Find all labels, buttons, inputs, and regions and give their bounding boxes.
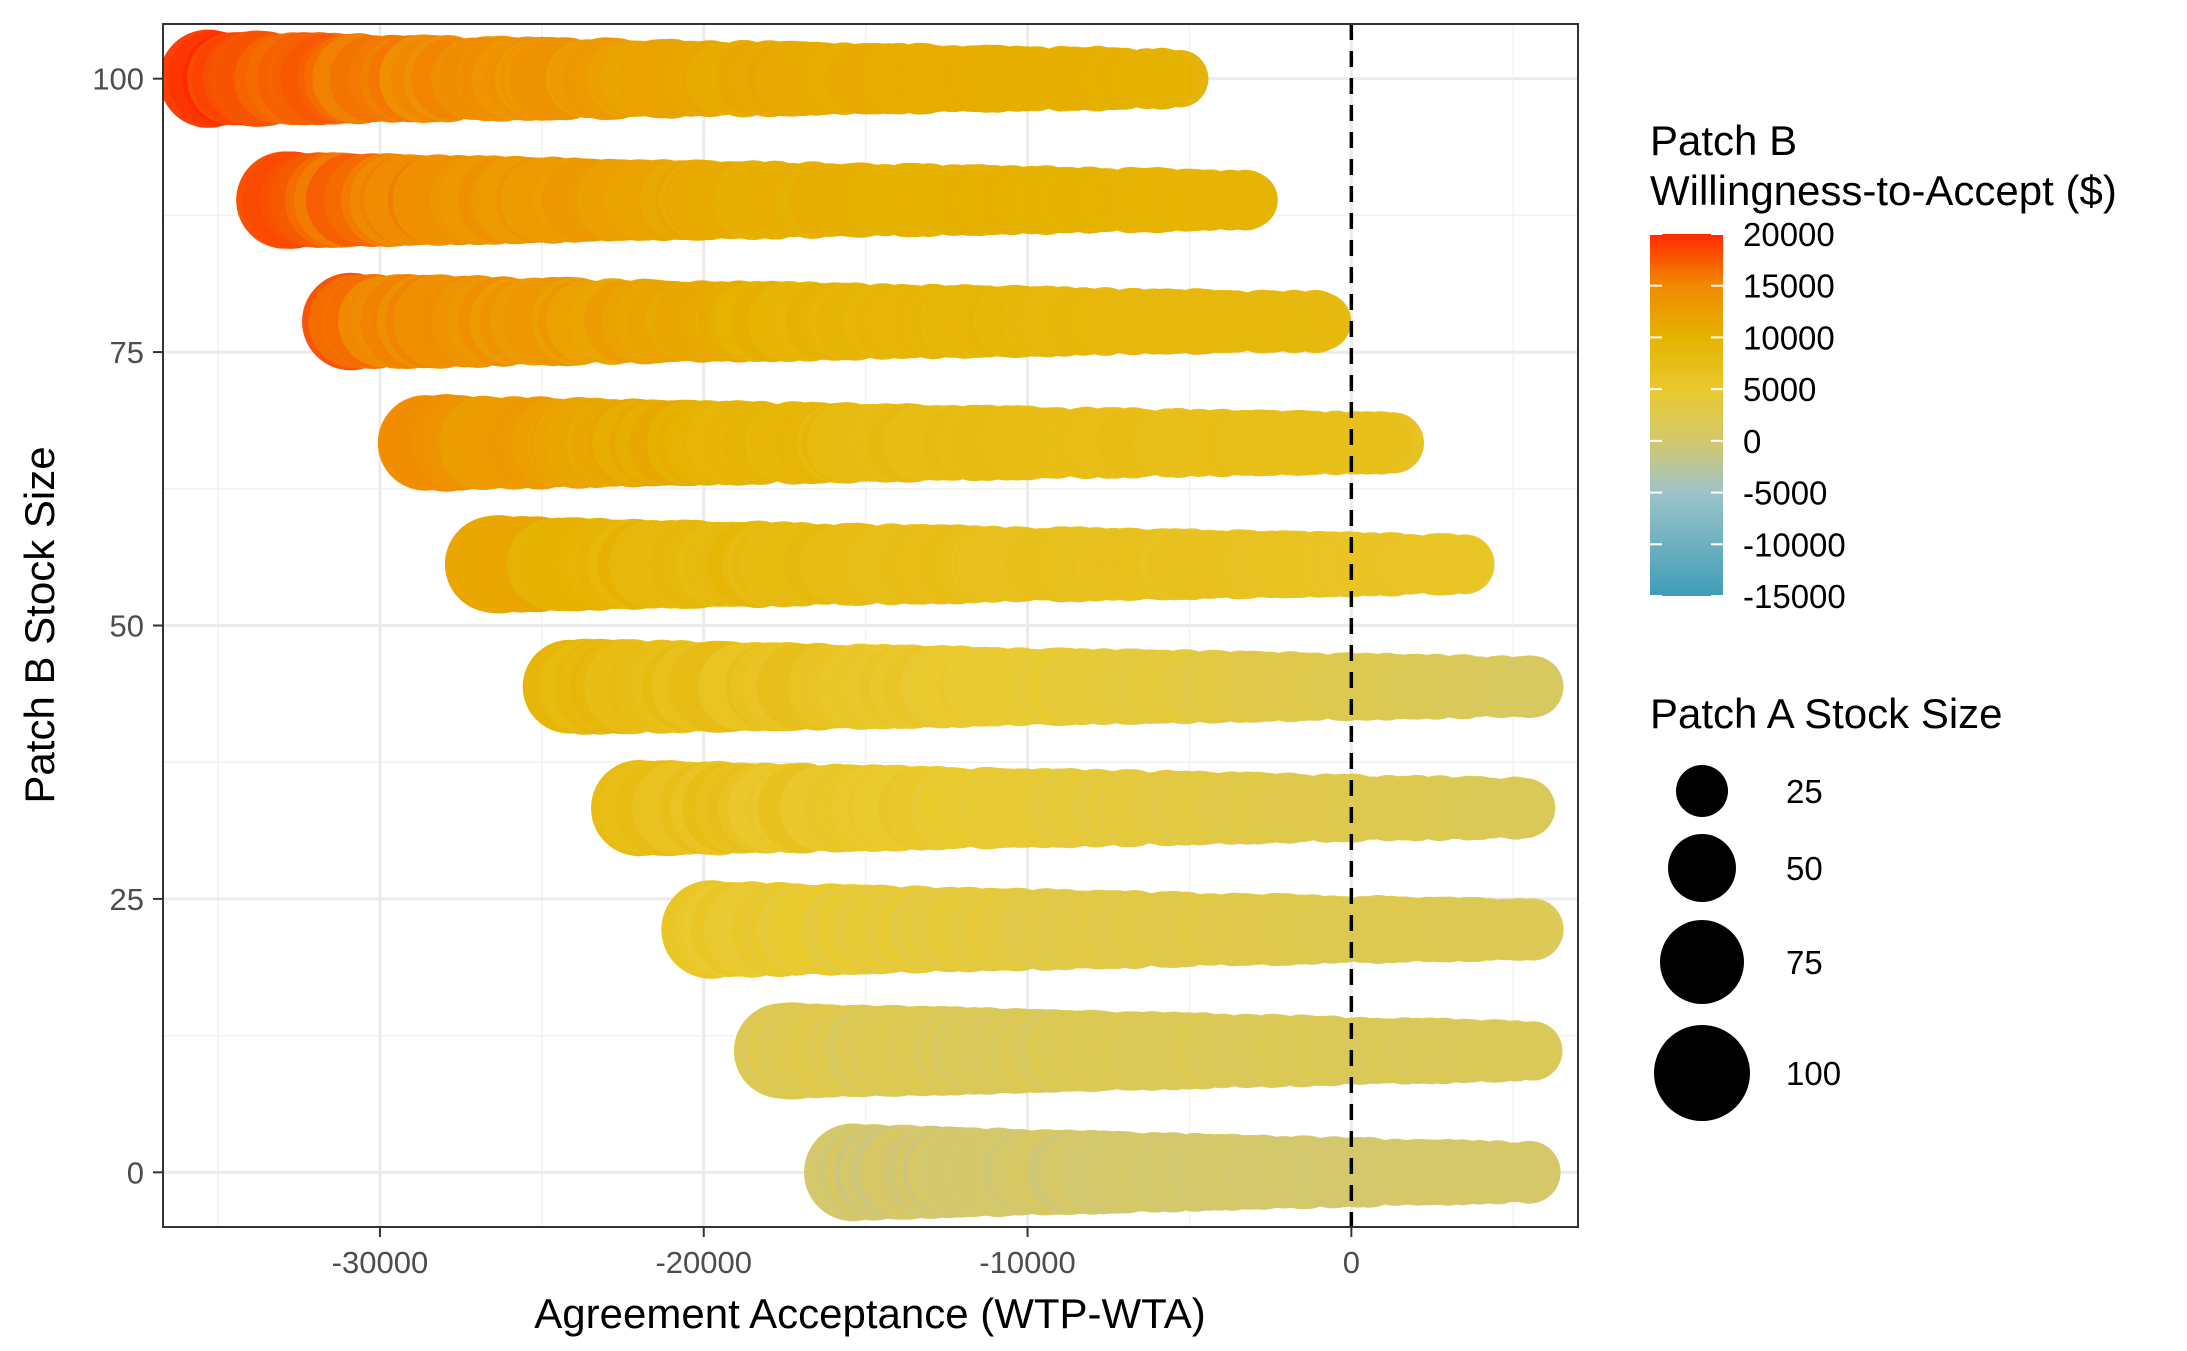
colorbar-label: -10000 bbox=[1743, 526, 1846, 563]
data-point bbox=[1503, 1021, 1563, 1081]
x-axis-title: Agreement Acceptance (WTP-WTA) bbox=[534, 1290, 1205, 1337]
series-row-66.7 bbox=[377, 394, 1424, 492]
data-point bbox=[1362, 412, 1424, 474]
data-point bbox=[1497, 1140, 1561, 1204]
series-row-55.6 bbox=[444, 515, 1495, 614]
size-legend-label: 100 bbox=[1786, 1055, 1841, 1092]
colorbar-label: -5000 bbox=[1743, 475, 1827, 512]
x-tick-label: -10000 bbox=[979, 1245, 1076, 1280]
x-axis: -30000 -20000 -10000 0 bbox=[332, 1227, 1360, 1280]
series-row-0 bbox=[804, 1123, 1561, 1222]
size-legend-key bbox=[1668, 834, 1736, 902]
size-legend-key bbox=[1654, 1025, 1750, 1121]
data-point bbox=[1432, 535, 1492, 594]
y-tick-label: 75 bbox=[110, 335, 144, 370]
color-legend-title-line1: Patch B bbox=[1650, 117, 1797, 164]
series-row-44.4 bbox=[522, 638, 1564, 735]
size-legend-label: 25 bbox=[1786, 773, 1823, 810]
size-legend-label: 50 bbox=[1786, 850, 1823, 887]
data-point bbox=[1215, 169, 1276, 231]
y-tick-label: 50 bbox=[110, 609, 144, 644]
colorbar-label: 15000 bbox=[1743, 268, 1835, 305]
y-tick-label: 25 bbox=[110, 882, 144, 917]
x-tick-label: -30000 bbox=[332, 1245, 429, 1280]
colorbar-label: 0 bbox=[1743, 423, 1761, 460]
y-tick-label: 0 bbox=[127, 1155, 144, 1190]
size-legend-key bbox=[1676, 765, 1728, 817]
colorbar-label: 20000 bbox=[1743, 216, 1835, 253]
size-legend-label: 75 bbox=[1786, 944, 1823, 981]
size-legend-key bbox=[1660, 920, 1744, 1004]
y-axis-title: Patch B Stock Size bbox=[16, 446, 63, 803]
colorbar bbox=[1650, 234, 1723, 596]
data-point bbox=[1293, 292, 1352, 351]
x-tick-label: -20000 bbox=[655, 1245, 752, 1280]
y-tick-label: 100 bbox=[92, 62, 144, 97]
size-legend: Patch A Stock Size 25 50 75 100 bbox=[1650, 690, 2003, 1121]
size-legend-title: Patch A Stock Size bbox=[1650, 690, 2003, 737]
y-axis: 0 25 50 75 100 bbox=[92, 62, 163, 1190]
series-row-77.8 bbox=[302, 272, 1352, 371]
data-points bbox=[163, 29, 1564, 1222]
x-tick-label: 0 bbox=[1343, 1245, 1360, 1280]
colorbar-label: 5000 bbox=[1743, 371, 1816, 408]
series-row-11.1 bbox=[733, 1002, 1563, 1100]
size-legend-keys: 25 50 75 100 bbox=[1654, 765, 1841, 1121]
data-point bbox=[1501, 655, 1564, 718]
series-row-88.9 bbox=[236, 151, 1278, 249]
color-legend-title-line2: Willingness-to-Accept ($) bbox=[1650, 167, 2117, 214]
series-row-33.3 bbox=[591, 760, 1556, 857]
data-point bbox=[1151, 49, 1209, 108]
data-point bbox=[1496, 778, 1556, 838]
series-row-22.2 bbox=[661, 880, 1564, 979]
colorbar-ticks: 20000 15000 10000 5000 0 -5000 -10000 -15000 bbox=[1650, 216, 1846, 615]
colorbar-label: 10000 bbox=[1743, 319, 1835, 356]
data-point bbox=[1501, 898, 1564, 961]
colorbar-label: -15000 bbox=[1743, 578, 1846, 615]
color-legend: Patch B Willingness-to-Accept ($) 20000 1… bbox=[1650, 117, 2117, 615]
series-row-100 bbox=[163, 29, 1209, 128]
